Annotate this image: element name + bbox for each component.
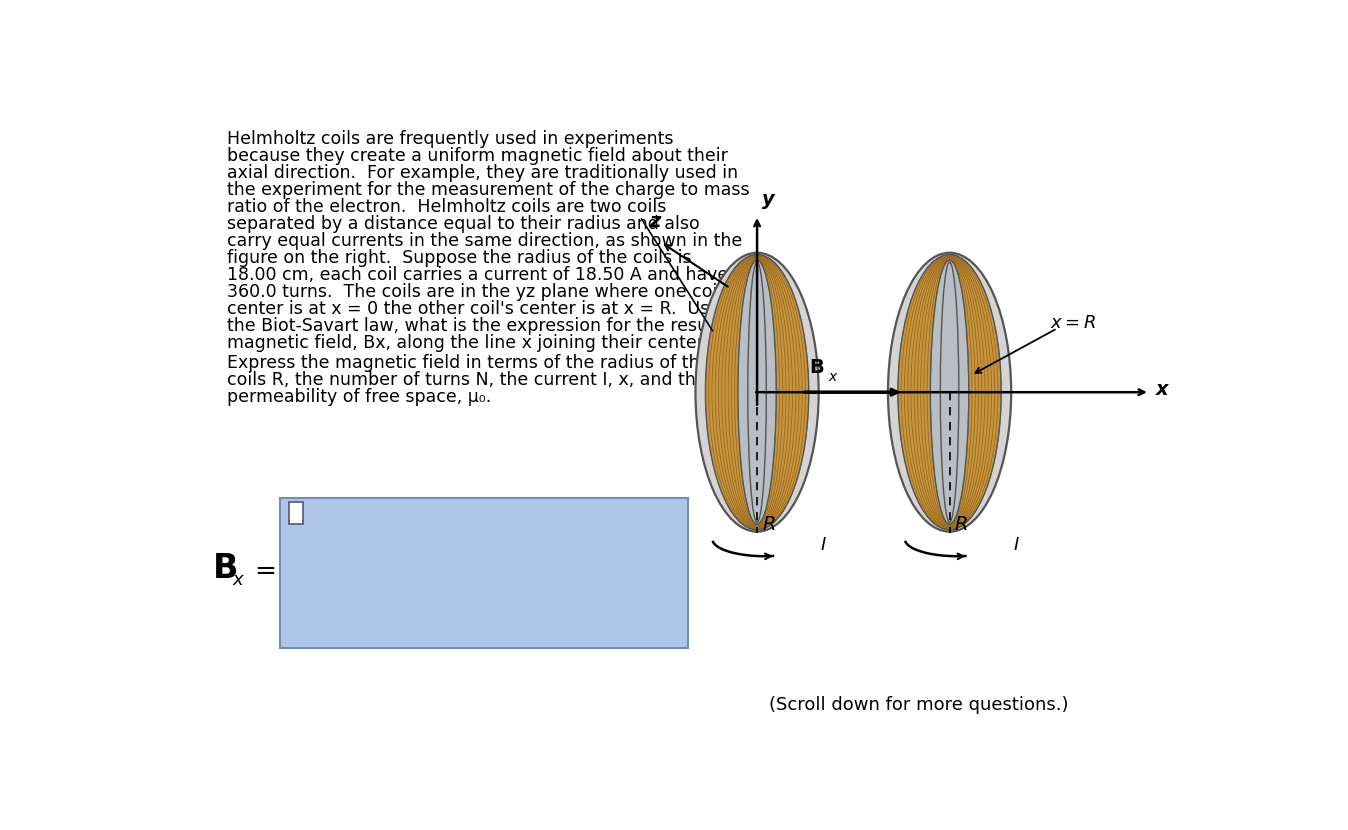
Text: the experiment for the measurement of the charge to mass: the experiment for the measurement of th… bbox=[228, 181, 749, 199]
Text: $x = R$: $x = R$ bbox=[1050, 314, 1096, 332]
Text: 18.00 cm, each coil carries a current of 18.50 A and have: 18.00 cm, each coil carries a current of… bbox=[228, 266, 728, 284]
Text: y: y bbox=[762, 190, 775, 209]
Ellipse shape bbox=[930, 261, 969, 524]
Text: x: x bbox=[1157, 380, 1169, 399]
Text: separated by a distance equal to their radius and also: separated by a distance equal to their r… bbox=[228, 215, 700, 233]
Text: $I$: $I$ bbox=[1012, 536, 1019, 554]
Text: axial direction.  For example, they are traditionally used in: axial direction. For example, they are t… bbox=[228, 164, 739, 183]
Ellipse shape bbox=[888, 253, 1011, 532]
Text: $\mathbf{B}$: $\mathbf{B}$ bbox=[809, 358, 825, 377]
Text: $=$: $=$ bbox=[249, 557, 275, 583]
Ellipse shape bbox=[941, 278, 958, 506]
Ellipse shape bbox=[696, 253, 818, 532]
Text: $\mathbf{B}$: $\mathbf{B}$ bbox=[212, 552, 237, 584]
Text: magnetic field, Bx, along the line x joining their centers.: magnetic field, Bx, along the line x joi… bbox=[228, 334, 718, 352]
Ellipse shape bbox=[705, 255, 809, 530]
Text: carry equal currents in the same direction, as shown in the: carry equal currents in the same directi… bbox=[228, 232, 743, 250]
Text: z: z bbox=[650, 212, 661, 231]
Ellipse shape bbox=[748, 278, 766, 506]
Text: 360.0 turns.  The coils are in the yz plane where one coil's: 360.0 turns. The coils are in the yz pla… bbox=[228, 283, 736, 300]
Ellipse shape bbox=[737, 261, 776, 524]
Text: $I$: $I$ bbox=[820, 536, 828, 554]
Text: (Scroll down for more questions.): (Scroll down for more questions.) bbox=[768, 696, 1069, 714]
Ellipse shape bbox=[748, 262, 766, 522]
Ellipse shape bbox=[696, 270, 818, 515]
Text: ratio of the electron.  Helmholtz coils are two coils: ratio of the electron. Helmholtz coils a… bbox=[228, 198, 667, 216]
Ellipse shape bbox=[941, 262, 958, 522]
Ellipse shape bbox=[888, 270, 1011, 515]
Text: $R$: $R$ bbox=[762, 515, 775, 535]
Text: figure on the right.  Suppose the radius of the coils is: figure on the right. Suppose the radius … bbox=[228, 249, 692, 267]
Text: $x$: $x$ bbox=[828, 369, 838, 383]
Text: because they create a uniform magnetic field about their: because they create a uniform magnetic f… bbox=[228, 148, 728, 165]
Text: permeability of free space, μ₀.: permeability of free space, μ₀. bbox=[228, 388, 492, 406]
Text: center is at x = 0 the other coil's center is at x = R.  Using: center is at x = 0 the other coil's cent… bbox=[228, 300, 736, 318]
Text: the Biot-Savart law, what is the expression for the resultant: the Biot-Savart law, what is the express… bbox=[228, 317, 748, 334]
Text: $R$: $R$ bbox=[954, 515, 968, 535]
Text: coils R, the number of turns N, the current I, x, and the: coils R, the number of turns N, the curr… bbox=[228, 371, 706, 388]
Text: $x$: $x$ bbox=[232, 572, 245, 589]
Bar bbox=[279, 498, 687, 648]
Text: Helmholtz coils are frequently used in experiments: Helmholtz coils are frequently used in e… bbox=[228, 130, 674, 149]
Text: Express the magnetic field in terms of the radius of the: Express the magnetic field in terms of t… bbox=[228, 354, 710, 372]
Ellipse shape bbox=[898, 255, 1002, 530]
Bar bbox=[288, 502, 303, 524]
